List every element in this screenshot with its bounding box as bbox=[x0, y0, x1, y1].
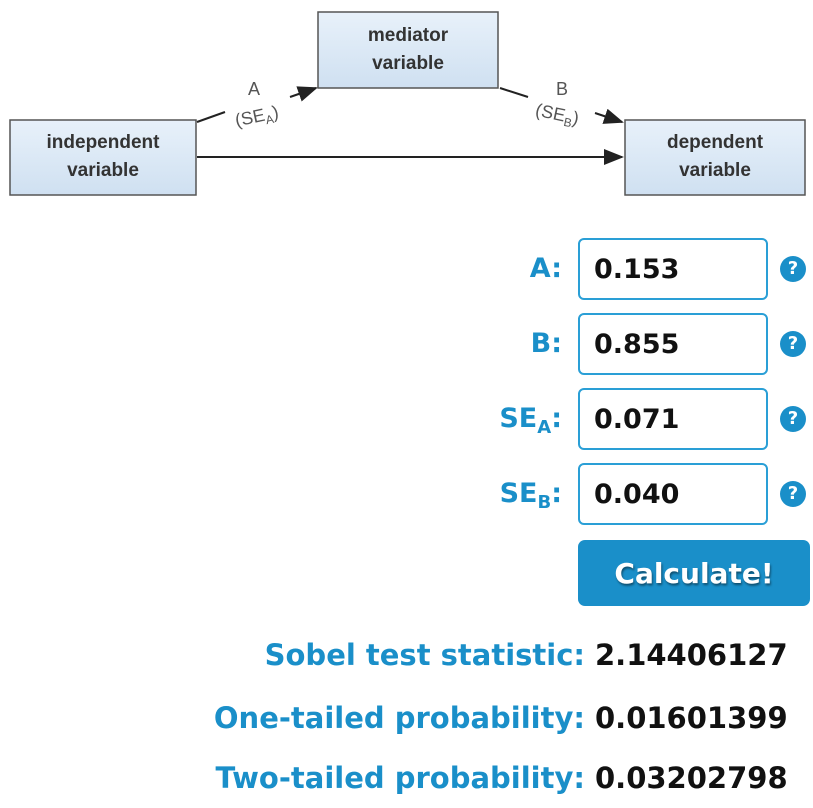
path-a-se: (SEA) bbox=[233, 102, 281, 134]
input-a[interactable] bbox=[578, 238, 768, 300]
path-a-line bbox=[196, 111, 226, 123]
node-label: independent bbox=[47, 132, 161, 153]
label-sub: B bbox=[537, 492, 552, 513]
field-label: SEA: bbox=[499, 388, 562, 450]
node-label: variable bbox=[372, 53, 444, 74]
input-se-a[interactable] bbox=[578, 388, 768, 450]
label-sub: A bbox=[537, 417, 552, 438]
input-se-b[interactable] bbox=[578, 463, 768, 525]
se-close: ) bbox=[270, 102, 280, 123]
node-label: variable bbox=[67, 160, 139, 181]
result-label: Two-tailed probability: bbox=[215, 761, 585, 795]
se-sub: B bbox=[562, 115, 573, 130]
field-label: B: bbox=[530, 328, 562, 359]
label-text: SE bbox=[499, 403, 538, 434]
field-label: A: bbox=[529, 253, 562, 284]
node: dependent variable bbox=[624, 119, 806, 196]
node-box bbox=[624, 119, 806, 196]
label-colon: : bbox=[551, 403, 562, 434]
result-value: 0.01601399 bbox=[595, 701, 788, 735]
result-value: 0.03202798 bbox=[595, 761, 788, 795]
help-icon[interactable]: ? bbox=[780, 331, 806, 357]
path-b-line bbox=[499, 87, 529, 98]
result-value: 2.14406127 bbox=[595, 638, 788, 672]
mediation-diagram: A (SEA) B (SEB) independent variable med… bbox=[9, 11, 806, 196]
help-icon[interactable]: ? bbox=[780, 481, 806, 507]
label-colon: : bbox=[551, 478, 562, 509]
result-label: Sobel test statistic: bbox=[264, 638, 585, 672]
se-open: (SE bbox=[534, 100, 568, 126]
help-icon[interactable]: ? bbox=[780, 406, 806, 432]
path-b-label: B bbox=[556, 79, 568, 99]
calculate-button[interactable]: Calculate! bbox=[578, 540, 810, 606]
se-close: ) bbox=[571, 108, 581, 129]
path-b-se: (SEB) bbox=[533, 100, 581, 132]
result-label: One-tailed probability: bbox=[213, 701, 585, 735]
path-a-arrow bbox=[289, 86, 318, 102]
path-b-arrow bbox=[594, 108, 624, 124]
se-open: (SE bbox=[233, 105, 267, 131]
node-box bbox=[9, 119, 197, 196]
se-sub: A bbox=[264, 112, 275, 127]
node-label: mediator bbox=[368, 25, 449, 46]
field-label: SEB: bbox=[500, 463, 562, 525]
node: mediator variable bbox=[317, 11, 499, 89]
node-label: dependent bbox=[667, 132, 764, 153]
node-box bbox=[317, 11, 499, 89]
path-a-label: A bbox=[248, 79, 260, 99]
help-icon[interactable]: ? bbox=[780, 256, 806, 282]
node-label: variable bbox=[679, 160, 751, 181]
label-text: SE bbox=[499, 478, 538, 509]
input-b[interactable] bbox=[578, 313, 768, 375]
node: independent variable bbox=[9, 119, 197, 196]
